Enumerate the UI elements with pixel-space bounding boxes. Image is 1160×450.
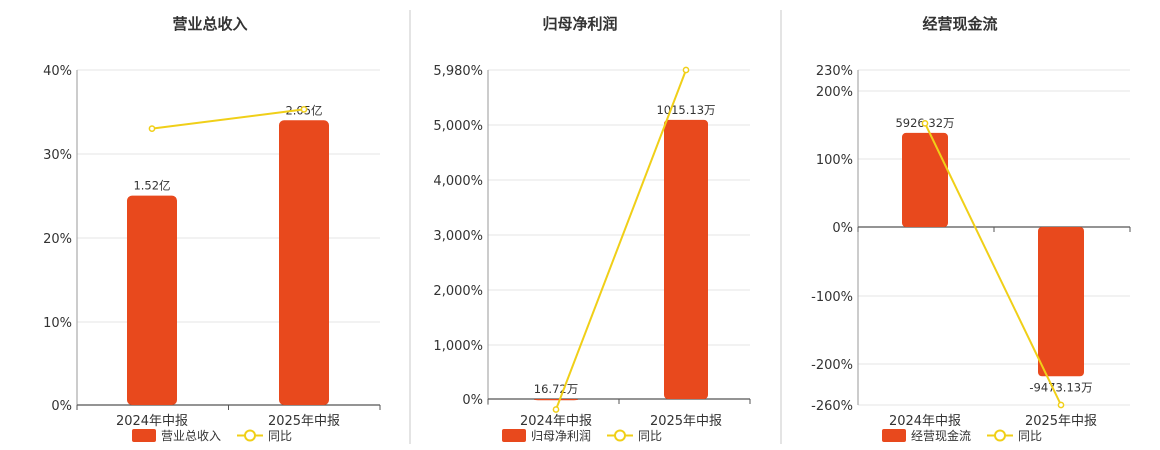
yoy-point	[148, 125, 156, 132]
y-tick-label: 230%	[816, 64, 853, 79]
x-tick-label: 2024年中报	[116, 414, 188, 429]
bar	[279, 120, 329, 405]
bar-value-label: 16.72万	[534, 382, 578, 396]
chart-title: 经营现金流	[922, 15, 997, 33]
legend-line-label: 同比	[268, 429, 292, 443]
y-tick-label: 3,000%	[433, 229, 483, 244]
yoy-point	[552, 406, 560, 413]
legend-bar-swatch	[502, 429, 526, 442]
chart-title: 营业总收入	[172, 15, 247, 33]
x-tick-label: 2024年中报	[520, 414, 592, 429]
legend-bar-label: 归母净利润	[531, 429, 591, 443]
yoy-point	[1057, 401, 1065, 409]
yoy-line	[151, 108, 305, 130]
y-tick-label: 200%	[816, 85, 853, 100]
bar-value-label: 1.52亿	[133, 179, 170, 193]
legend-line-marker	[614, 429, 626, 442]
y-tick-label: 100%	[816, 153, 853, 168]
y-tick-label: 4,000%	[433, 174, 483, 189]
y-tick-label: 40%	[43, 64, 72, 79]
legend-bar-label: 营业总收入	[161, 429, 221, 443]
y-tick-label: 10%	[43, 316, 72, 331]
y-tick-label: -260%	[811, 399, 853, 414]
y-tick-label: 0%	[51, 399, 72, 414]
y-tick-label: 30%	[43, 148, 72, 163]
y-tick-label: 5,980%	[433, 64, 483, 79]
legend-bar-label: 经营现金流	[911, 428, 971, 443]
bar	[534, 399, 578, 401]
chart-title: 归母净利润	[542, 15, 617, 33]
yoy-point	[682, 66, 690, 74]
x-tick-label: 2025年中报	[1025, 414, 1097, 429]
legend-bar-swatch	[882, 429, 906, 442]
y-tick-label: 0%	[462, 393, 483, 408]
chart-panel-3: 经营现金流 230% 200% 100% 0% -100% -200% -260% 2024年中…	[811, 15, 1131, 443]
y-tick-label: 1,000%	[433, 339, 483, 354]
yoy-line	[924, 122, 1062, 406]
x-tick-label: 2024年中报	[889, 414, 961, 429]
chart-panel-2: 归母净利润 5,980% 5,000% 4,000% 3,000% 2,000% 1,000…	[433, 15, 751, 443]
x-tick-label: 2025年中报	[268, 414, 340, 429]
y-tick-label: -100%	[811, 290, 853, 305]
bar-value-label: -9473.13万	[1029, 380, 1092, 394]
bar	[664, 119, 708, 400]
y-tick-label: -200%	[811, 358, 853, 373]
bar	[1038, 227, 1084, 377]
legend-line-marker	[994, 429, 1006, 442]
bar	[902, 132, 948, 227]
legend-line-label: 同比	[1018, 429, 1042, 443]
y-tick-label: 0%	[832, 221, 853, 236]
legend-bar-swatch	[132, 429, 156, 442]
yoy-line	[555, 69, 687, 410]
y-tick-label: 20%	[43, 232, 72, 247]
bar-value-label: 1015.13万	[656, 103, 715, 117]
legend-line-marker	[244, 429, 256, 442]
y-tick-label: 2,000%	[433, 284, 483, 299]
x-tick-label: 2025年中报	[650, 414, 722, 429]
bar	[127, 195, 177, 405]
yoy-point	[300, 106, 308, 113]
legend-line-label: 同比	[638, 429, 662, 443]
chart-panel-1: 营业总收入40%30%20%10%0%2024年中报2025年中报1.52亿2.…	[43, 15, 381, 443]
yoy-point	[921, 119, 929, 127]
y-tick-label: 5,000%	[433, 119, 483, 134]
